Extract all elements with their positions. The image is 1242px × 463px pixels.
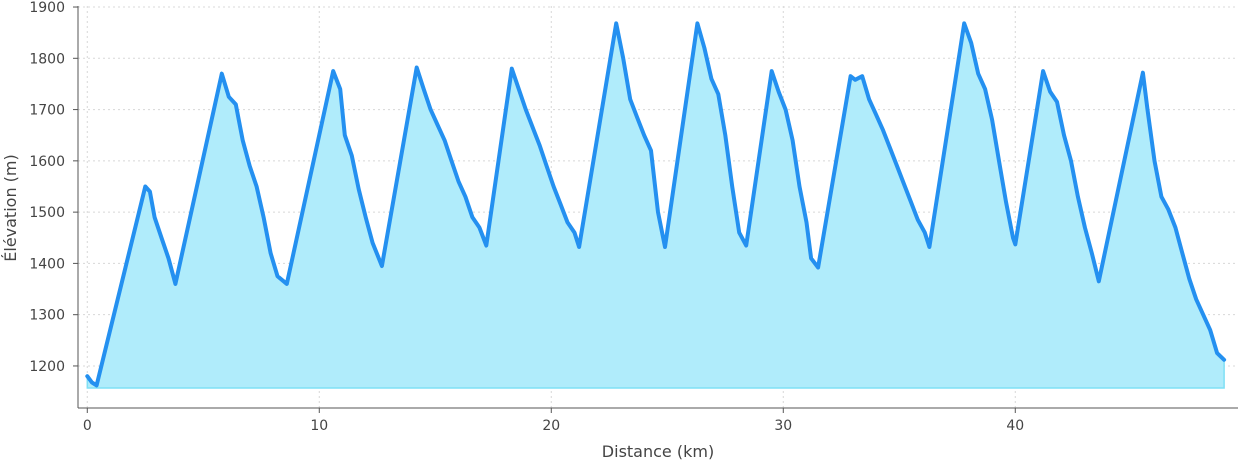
- y-tick-label: 1900: [29, 0, 65, 16]
- y-tick-label: 1800: [29, 51, 65, 67]
- y-tick-label: 1300: [29, 308, 65, 324]
- elevation-line-layer: [85, 21, 1227, 388]
- elevation-line: [85, 21, 1227, 388]
- x-tick-label: 40: [1006, 418, 1024, 434]
- y-tick-label: 1600: [29, 154, 65, 170]
- x-tick-label: 30: [774, 418, 792, 434]
- y-axis-label: Élévation (m): [1, 154, 20, 261]
- axes: [77, 6, 1238, 409]
- y-tick-label: 1400: [29, 256, 65, 272]
- x-tick-label: 0: [83, 418, 92, 434]
- x-tick-label: 10: [310, 418, 328, 434]
- y-tick-label: 1500: [29, 205, 65, 221]
- x-tick-label: 20: [542, 418, 560, 434]
- y-tick-label: 1200: [29, 359, 65, 375]
- y-tick-label: 1700: [29, 103, 65, 119]
- x-ticks: 0 10 20 30 40: [83, 408, 1024, 434]
- x-axis-label: Distance (km): [602, 442, 714, 461]
- y-ticks: 1200 1300 1400 1500 1600 1700 1800 1900: [29, 0, 78, 375]
